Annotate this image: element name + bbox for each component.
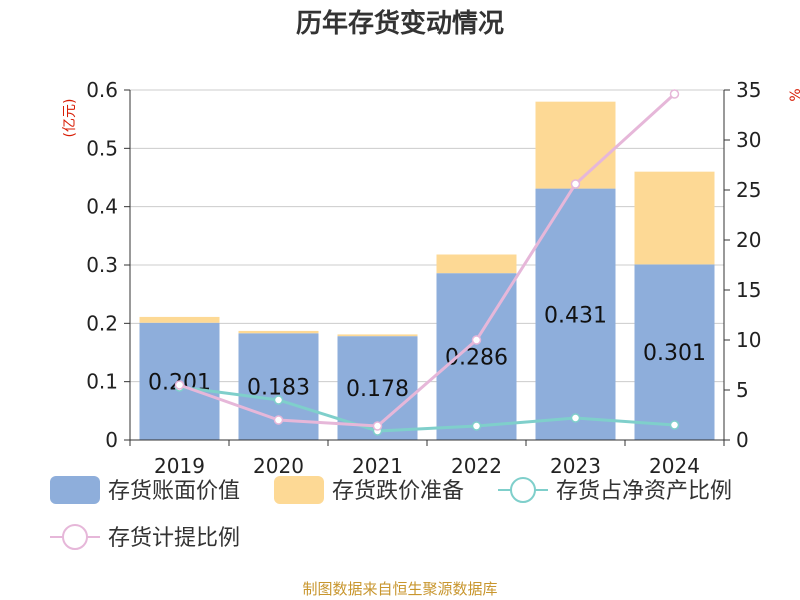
series-point bbox=[273, 415, 284, 425]
right-axis-tick-label: 20 bbox=[736, 228, 761, 252]
legend-item-1: 存货跌价准备 bbox=[274, 476, 464, 504]
right-axis-tick-label: 35 bbox=[736, 78, 761, 102]
bar-impairment-2021 bbox=[337, 334, 418, 337]
grid-lines bbox=[130, 89, 724, 441]
legend-marker bbox=[510, 477, 536, 503]
series-point bbox=[174, 380, 185, 390]
bar-book-value-2022 bbox=[436, 273, 517, 440]
left-axis-tick-label: 0.4 bbox=[86, 195, 118, 219]
right-axis-unit-label: % bbox=[788, 88, 800, 101]
legend-item-2: 存货占净资产比例 bbox=[498, 477, 732, 504]
legend-marker bbox=[62, 524, 88, 550]
right-axis-tick-label: 10 bbox=[736, 328, 761, 352]
x-axis-tick-label: 2022 bbox=[451, 454, 502, 478]
left-axis-tick-label: 0.1 bbox=[86, 370, 118, 394]
left-axis-unit-label: (亿元) bbox=[62, 99, 78, 138]
left-axis-tick-label: 0.6 bbox=[86, 78, 118, 102]
legend-item-0: 存货账面价值 bbox=[50, 476, 240, 504]
x-axis-tick-label: 2024 bbox=[649, 454, 700, 478]
series-point bbox=[570, 179, 581, 189]
bar-value-label: 0.431 bbox=[544, 303, 607, 328]
x-axis-tick-label: 2021 bbox=[352, 454, 403, 478]
left-axis-tick-label: 0 bbox=[105, 428, 118, 452]
x-axis-tick-label: 2019 bbox=[154, 454, 205, 478]
right-axis-tick-label: 5 bbox=[736, 378, 749, 402]
left-axis-tick-label: 0.5 bbox=[86, 136, 118, 160]
right-axis-tick-label: 25 bbox=[736, 178, 761, 202]
legend-label: 存货跌价准备 bbox=[332, 479, 464, 504]
left-axis-tick-label: 0.3 bbox=[86, 253, 118, 277]
bar-impairment-2022 bbox=[436, 254, 517, 274]
series-point bbox=[471, 421, 482, 431]
axes bbox=[124, 89, 730, 446]
line-series bbox=[174, 89, 680, 436]
x-axis-tick-label: 2023 bbox=[550, 454, 601, 478]
bar-impairment-2024 bbox=[634, 171, 715, 265]
legend-swatch bbox=[274, 476, 324, 504]
right-axis-tick-label: 15 bbox=[736, 278, 761, 302]
bar-impairment-2023 bbox=[535, 101, 616, 189]
right-axis-tick-label: 0 bbox=[736, 428, 749, 452]
left-axis-tick-label: 0.2 bbox=[86, 311, 118, 335]
right-axis-unit: % bbox=[788, 88, 800, 101]
legend-label: 存货账面价值 bbox=[108, 479, 240, 504]
bar-impairment-2019 bbox=[139, 316, 220, 323]
right-axis-tick-label: 30 bbox=[736, 128, 761, 152]
series-line-1 bbox=[179, 92, 676, 428]
legend-swatch bbox=[50, 476, 100, 504]
series-point bbox=[273, 395, 284, 405]
bar-book-value-2023 bbox=[535, 188, 616, 440]
legend-label: 存货计提比例 bbox=[108, 526, 240, 551]
series-point bbox=[372, 421, 383, 431]
series-point bbox=[570, 413, 581, 423]
chart-title: 历年存货变动情况 bbox=[296, 8, 504, 39]
legend-label: 存货占净资产比例 bbox=[556, 479, 732, 504]
source-note: 制图数据来自恒生聚源数据库 bbox=[302, 580, 497, 598]
bar-book-value-2024 bbox=[634, 264, 715, 440]
tick-labels: 0 0.1 0.2 0.3 0.4 0.5 0.6 0 5 10 15 20 25 30 35 2019 202… bbox=[86, 78, 761, 478]
series-point bbox=[669, 89, 680, 99]
bar-value-label: 0.178 bbox=[346, 377, 409, 402]
bar-value-label: 0.301 bbox=[643, 341, 706, 366]
series-point bbox=[471, 335, 482, 345]
bar-series bbox=[139, 101, 715, 440]
bar-impairment-2020 bbox=[238, 330, 319, 334]
x-axis-tick-label: 2020 bbox=[253, 454, 304, 478]
series-line-0 bbox=[179, 385, 675, 433]
legend-item-3: 存货计提比例 bbox=[50, 524, 240, 551]
series-point bbox=[669, 420, 680, 430]
left-axis-unit: (亿元) bbox=[62, 99, 78, 138]
